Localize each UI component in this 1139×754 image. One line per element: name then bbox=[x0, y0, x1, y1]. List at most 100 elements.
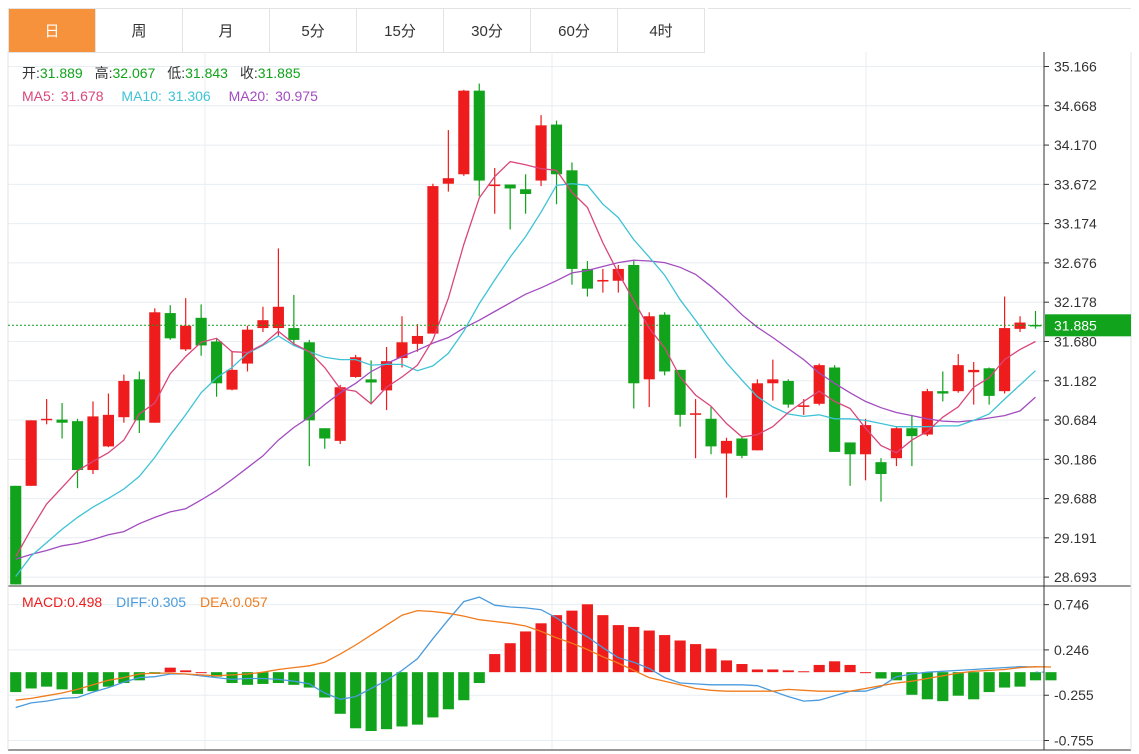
low-value: 31.843 bbox=[185, 65, 228, 81]
candle bbox=[180, 298, 192, 351]
candle bbox=[968, 361, 980, 405]
price-tick-label: 33.672 bbox=[1054, 176, 1097, 192]
ma10-label: MA10: bbox=[121, 88, 161, 104]
candle-body bbox=[102, 414, 114, 447]
price-tick-label: 32.178 bbox=[1054, 294, 1097, 310]
candle bbox=[705, 406, 717, 455]
price-tick-label: 33.174 bbox=[1054, 216, 1097, 232]
price-tick-label: 34.170 bbox=[1054, 137, 1097, 153]
candle bbox=[319, 428, 331, 449]
tab-30min[interactable]: 30分 bbox=[444, 9, 531, 52]
candle bbox=[56, 403, 68, 439]
macd-bar bbox=[334, 672, 346, 714]
candle-body bbox=[566, 170, 578, 269]
candle-body bbox=[813, 365, 825, 404]
candle bbox=[690, 399, 702, 459]
macd-bar bbox=[612, 625, 624, 673]
candle bbox=[211, 338, 223, 397]
candle bbox=[643, 312, 655, 407]
candle-body bbox=[442, 178, 454, 184]
price-tick-label: 30.186 bbox=[1054, 451, 1097, 467]
candle bbox=[720, 437, 733, 498]
macd-bar bbox=[442, 672, 454, 710]
candle-body bbox=[612, 268, 624, 281]
candle bbox=[767, 359, 779, 401]
candle bbox=[10, 485, 22, 585]
macd-bar bbox=[504, 643, 516, 673]
candle bbox=[25, 420, 37, 486]
macd-bar bbox=[164, 667, 176, 673]
candle bbox=[628, 261, 640, 409]
candle-body bbox=[705, 418, 717, 447]
period-tabs: 日 周 月 5分 15分 30分 60分 4时 bbox=[8, 8, 705, 53]
candle-body bbox=[133, 379, 145, 421]
candle-body bbox=[396, 342, 408, 359]
macd-bar bbox=[56, 672, 68, 690]
candle bbox=[535, 115, 547, 187]
macd-bar bbox=[380, 672, 393, 730]
candle bbox=[350, 354, 362, 378]
candle-body bbox=[798, 405, 810, 407]
macd-bar bbox=[272, 672, 284, 684]
macd-bar bbox=[937, 672, 949, 702]
candle bbox=[442, 130, 454, 192]
macd-bar bbox=[983, 672, 995, 693]
macd-tick-label: -0.255 bbox=[1054, 687, 1094, 703]
tab-60min[interactable]: 60分 bbox=[531, 9, 618, 52]
macd-bar bbox=[180, 670, 192, 673]
tab-15min[interactable]: 15分 bbox=[357, 9, 444, 52]
ma10-value: 31.306 bbox=[168, 88, 211, 104]
tab-day[interactable]: 日 bbox=[9, 9, 96, 52]
tab-4hour[interactable]: 4时 bbox=[618, 9, 705, 52]
ma10-line bbox=[15, 183, 1036, 577]
dea-label: DEA: bbox=[200, 594, 233, 610]
tab-month[interactable]: 月 bbox=[183, 9, 270, 52]
candle bbox=[334, 384, 346, 445]
macd-bar bbox=[736, 664, 748, 673]
candle-body bbox=[118, 380, 130, 418]
candle bbox=[504, 184, 516, 230]
open-label: 开: bbox=[22, 65, 40, 81]
candle bbox=[396, 316, 408, 368]
candle-body bbox=[257, 320, 269, 329]
macd-bar bbox=[628, 626, 640, 673]
candle-body bbox=[535, 125, 547, 181]
macd-bar bbox=[751, 669, 763, 673]
price-tick-label: 30.684 bbox=[1054, 412, 1097, 428]
ma5-line bbox=[15, 160, 1036, 558]
ohlc-legend: 开:31.889 高:32.067 低:31.843 收:31.885 bbox=[22, 65, 301, 81]
candle bbox=[581, 261, 593, 297]
candle-body bbox=[180, 325, 192, 350]
candle-body bbox=[597, 279, 609, 282]
price-tick-label: 29.688 bbox=[1054, 491, 1097, 507]
macd-bar bbox=[350, 672, 362, 729]
close-value: 31.885 bbox=[258, 65, 301, 81]
tab-5min[interactable]: 5分 bbox=[270, 9, 357, 52]
tab-week[interactable]: 周 bbox=[96, 9, 183, 52]
candle-body bbox=[365, 379, 377, 383]
price-tick-label: 31.680 bbox=[1054, 333, 1097, 349]
candle bbox=[303, 339, 315, 467]
candle-body bbox=[520, 189, 532, 194]
candle-body bbox=[751, 383, 763, 451]
macd-bar bbox=[999, 672, 1011, 688]
macd-tick-label: -0.755 bbox=[1054, 732, 1094, 748]
ma-lines bbox=[15, 160, 1036, 577]
candle-body bbox=[71, 421, 84, 471]
macd-bar bbox=[288, 672, 300, 685]
candle-body bbox=[195, 317, 207, 346]
macd-bar bbox=[303, 672, 315, 688]
candle-body bbox=[303, 342, 315, 421]
price-tick-label: 34.668 bbox=[1054, 98, 1097, 114]
candle bbox=[473, 83, 485, 197]
candle-body bbox=[489, 184, 501, 187]
price-tick-label: 28.693 bbox=[1054, 569, 1097, 585]
candle bbox=[1014, 316, 1026, 333]
candle-body bbox=[458, 90, 470, 175]
macd-bar bbox=[906, 672, 918, 695]
macd-bar bbox=[952, 672, 964, 696]
candle-body bbox=[937, 391, 949, 394]
candle bbox=[844, 442, 856, 486]
candle-body bbox=[890, 428, 903, 459]
